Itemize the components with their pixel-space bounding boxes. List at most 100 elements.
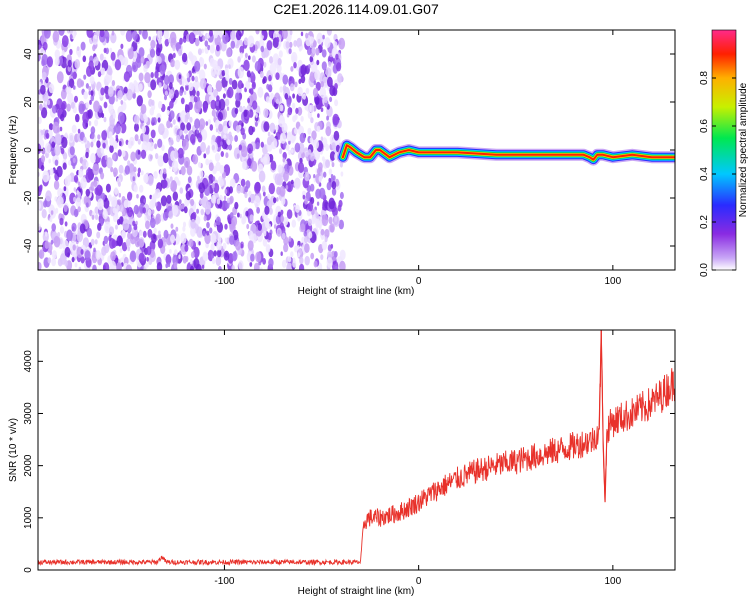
noise-blob <box>199 78 207 90</box>
noise-blob <box>171 160 179 172</box>
noise-blob <box>47 257 52 264</box>
noise-blob <box>137 172 141 178</box>
y-tick-label: -40 <box>23 238 34 253</box>
noise-blob <box>230 30 236 41</box>
noise-blob <box>149 194 152 200</box>
noise-blob <box>145 60 150 69</box>
noise-blob <box>186 165 193 176</box>
noise-blob <box>198 118 206 130</box>
noise-blob <box>80 249 84 255</box>
noise-blob <box>108 104 114 114</box>
noise-blob <box>144 72 151 84</box>
noise-blob <box>249 72 256 84</box>
noise-blob <box>69 48 73 56</box>
noise-blob <box>39 103 43 111</box>
noise-blob <box>307 218 312 227</box>
noise-blob <box>213 89 219 98</box>
noise-blob <box>226 197 230 204</box>
noise-blob <box>219 178 224 187</box>
noise-blob <box>218 266 222 270</box>
noise-blob <box>217 111 223 122</box>
noise-blob <box>148 257 153 266</box>
noise-blob <box>140 56 145 64</box>
noise-blob <box>298 78 302 84</box>
noise-blob <box>267 223 271 230</box>
noise-blob <box>213 30 219 39</box>
noise-blob <box>85 122 88 128</box>
noise-blob <box>294 245 299 253</box>
noise-blob <box>178 254 181 259</box>
noise-blob <box>307 47 312 56</box>
noise-blob <box>80 256 85 264</box>
noise-blob <box>88 120 92 126</box>
noise-blob <box>330 244 334 249</box>
noise-blob <box>234 107 239 115</box>
noise-blob <box>283 171 289 182</box>
noise-blob <box>115 134 119 140</box>
noise-blob <box>87 109 93 119</box>
noise-blob <box>235 92 240 101</box>
noise-blob <box>189 116 193 123</box>
noise-blob <box>63 204 68 212</box>
noise-blob <box>268 74 272 82</box>
noise-blob <box>324 236 328 243</box>
y-tick-label: 1000 <box>23 506 34 529</box>
colorbar-label: Normalized spectral amplitude <box>738 82 749 217</box>
noise-blob <box>101 192 106 201</box>
noise-blob <box>43 200 48 208</box>
noise-blob <box>293 61 297 69</box>
noise-blob <box>190 198 195 207</box>
noise-blob <box>227 86 234 99</box>
noise-blob <box>321 49 327 58</box>
y-tick-label: 40 <box>23 48 34 60</box>
noise-blob <box>315 188 322 199</box>
noise-blob <box>262 191 266 197</box>
noise-blob <box>335 53 339 60</box>
noise-blob <box>269 56 274 64</box>
noise-blob <box>209 30 213 37</box>
noise-blob <box>129 136 135 147</box>
noise-blob <box>281 232 286 240</box>
noise-blob <box>123 199 129 209</box>
noise-blob <box>256 207 260 214</box>
noise-blob <box>177 116 181 122</box>
noise-blob <box>223 195 227 201</box>
noise-blob <box>44 231 48 237</box>
noise-blob <box>123 71 130 82</box>
noise-blob <box>247 143 254 154</box>
noise-blob <box>139 230 144 237</box>
noise-blob <box>150 72 154 79</box>
noise-blob <box>268 84 273 92</box>
noise-blob <box>231 79 238 90</box>
noise-blob <box>279 132 287 144</box>
noise-blob <box>279 104 284 112</box>
noise-blob <box>157 182 161 188</box>
noise-blob <box>234 135 239 142</box>
noise-blob <box>333 215 340 227</box>
noise-blob <box>272 53 280 65</box>
noise-blob <box>181 203 185 210</box>
noise-blob <box>83 160 87 166</box>
colorbar-tick-label: 0.2 <box>699 215 710 229</box>
noise-blob <box>199 199 203 205</box>
noise-blob <box>103 75 110 86</box>
noise-blob <box>44 30 51 39</box>
noise-blob <box>228 120 233 127</box>
noise-blob <box>300 115 304 122</box>
noise-blob <box>64 246 71 258</box>
noise-blob <box>295 204 300 213</box>
noise-blob <box>309 104 315 113</box>
noise-blob <box>127 206 133 218</box>
noise-blob <box>257 86 264 98</box>
noise-blob <box>329 96 333 103</box>
noise-blob <box>103 235 109 245</box>
noise-blob <box>75 197 82 208</box>
noise-blob <box>340 171 344 177</box>
noise-blob <box>260 141 264 148</box>
noise-blob <box>121 242 128 252</box>
noise-blob <box>134 237 141 248</box>
noise-blob <box>206 230 210 236</box>
noise-blob <box>207 85 213 95</box>
noise-blob <box>269 122 276 133</box>
noise-blob <box>93 100 100 113</box>
